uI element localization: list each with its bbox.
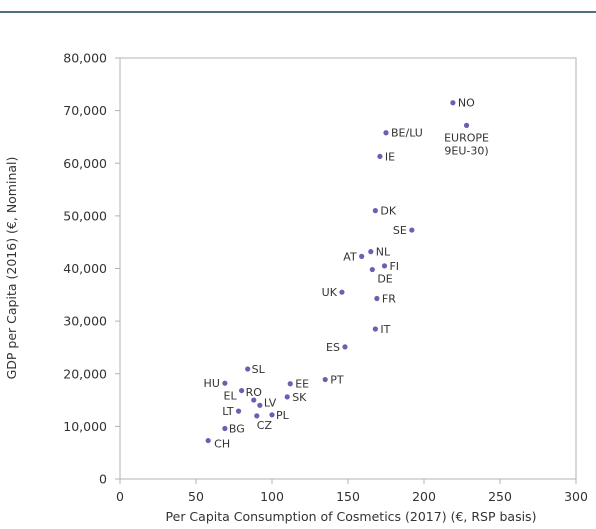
data-point <box>381 263 388 269</box>
y-axis: 0 10,000 20,000 30,000 40,000 50,000 60,000 70,… <box>63 51 120 487</box>
y-tick-label: 10,000 <box>63 419 107 434</box>
data-point <box>239 387 245 394</box>
data-point <box>287 381 293 387</box>
point-label: CH <box>214 438 230 451</box>
x-tick-label: 100 <box>260 489 284 504</box>
point-label: BE/LU <box>391 127 423 140</box>
y-tick-label: 60,000 <box>63 156 107 171</box>
y-tick-label: 40,000 <box>63 261 107 276</box>
y-tick-label: 30,000 <box>63 314 107 329</box>
data-point <box>235 408 242 414</box>
point-label: DE <box>377 273 392 286</box>
data-point <box>339 289 345 295</box>
data-point <box>269 412 275 418</box>
y-tick-label: 80,000 <box>63 51 107 66</box>
data-point <box>374 295 380 302</box>
point-label: DK <box>380 205 396 218</box>
data-point <box>372 326 378 332</box>
plot-area-frame <box>119 57 577 480</box>
point-label: BG <box>229 422 245 435</box>
point-label: NL <box>376 246 391 259</box>
data-point <box>377 153 383 160</box>
point-label: PL <box>276 409 290 422</box>
data-point <box>205 437 211 444</box>
point-label: EL <box>224 390 238 403</box>
point-label: LV <box>264 396 277 409</box>
x-tick-label: 0 <box>116 489 124 504</box>
point-label: FR <box>382 292 396 305</box>
x-tick-label: 150 <box>336 489 360 504</box>
point-label: IT <box>380 323 390 336</box>
point-label: IE <box>385 150 395 163</box>
data-point <box>409 227 415 233</box>
point-label: LT <box>222 405 234 418</box>
data-point <box>251 397 257 403</box>
data-point <box>368 249 374 255</box>
data-point <box>222 380 228 386</box>
point-label: SK <box>292 391 307 404</box>
point-label: NO <box>458 97 475 110</box>
point-label: HU <box>204 377 220 390</box>
y-tick-label: 70,000 <box>63 103 107 118</box>
y-tick-label: 20,000 <box>63 366 107 381</box>
data-point <box>450 100 456 106</box>
x-axis: 0 50 100 150 200 250 300 <box>116 479 588 504</box>
data-point <box>257 402 263 408</box>
point-label: AT <box>343 250 357 263</box>
data-point <box>222 425 228 432</box>
x-axis-title: Per Capita Consumption of Cosmetics (201… <box>166 509 537 524</box>
data-point <box>383 130 389 136</box>
data-point <box>284 394 290 400</box>
point-label: SL <box>252 363 266 376</box>
x-tick-label: 300 <box>564 489 588 504</box>
point-label: SE <box>393 224 407 237</box>
data-point <box>369 266 375 273</box>
data-point <box>463 122 470 128</box>
point-label: UK <box>322 286 338 299</box>
x-tick-label: 50 <box>188 489 204 504</box>
point-label-line: EUROPE <box>444 131 489 144</box>
point-label: EE <box>295 378 309 391</box>
y-axis-title: GDP per Capita (2016) (€, Nominal) <box>4 157 19 380</box>
point-label-line: 9EU-30) <box>444 144 488 157</box>
data-points <box>205 100 470 444</box>
top-divider-rule <box>0 11 596 13</box>
point-label: RO <box>246 386 263 399</box>
point-label: PT <box>330 374 344 387</box>
data-point <box>245 366 251 372</box>
data-point <box>254 413 260 419</box>
x-tick-label: 250 <box>488 489 512 504</box>
point-label: ES <box>326 341 340 354</box>
y-tick-label: 0 <box>99 472 107 487</box>
x-tick-label: 200 <box>412 489 436 504</box>
point-label: EUROPE 9EU-30) <box>444 131 489 157</box>
data-point <box>372 208 378 214</box>
y-tick-label: 50,000 <box>63 208 107 223</box>
data-point <box>359 253 365 259</box>
point-label: CZ <box>257 419 273 432</box>
data-point <box>322 376 328 383</box>
data-point <box>342 344 348 350</box>
point-label: FI <box>389 260 399 273</box>
